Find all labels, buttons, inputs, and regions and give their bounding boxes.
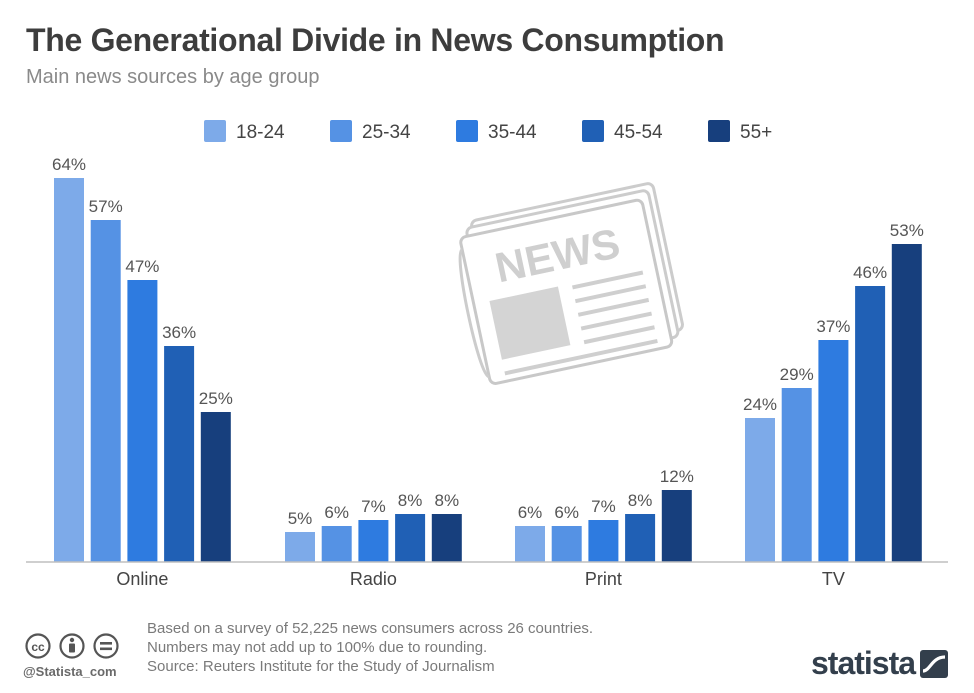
data-label-online-25-34: 57% [89,197,123,216]
data-label-print-55: 12% [660,467,694,486]
data-label-radio-25-34: 6% [324,503,349,522]
bar-online-35-44 [127,280,158,562]
bar-tv-45-54 [855,286,886,562]
data-label-radio-35-44: 7% [361,497,386,516]
bar-print-25-34 [551,526,582,562]
data-label-online-45-54: 36% [162,323,196,342]
data-label-print-25-34: 6% [554,503,579,522]
statista-logo-icon [920,649,949,678]
bar-tv-35-44 [818,340,849,562]
legend-label-55: 55+ [740,122,772,143]
source-note: Source: Reuters Institute for the Study … [147,658,495,675]
no-derivatives-icon [93,633,119,659]
data-label-print-45-54: 8% [628,491,653,510]
bar-radio-35-44 [358,520,389,562]
footer-notes: Based on a survey of 52,225 news consume… [147,619,593,676]
category-label-online: Online [116,569,168,589]
legend-label-18-24: 18-24 [236,122,285,143]
rounding-note: Numbers may not add up to 100% due to ro… [147,639,488,656]
legend-item-55: 55+ [708,120,772,143]
data-label-tv-35-44: 37% [816,317,850,336]
svg-text:cc: cc [31,640,45,654]
bar-radio-55 [431,514,462,562]
data-label-radio-18-24: 5% [288,509,313,528]
data-label-online-55: 25% [199,389,233,408]
attribution-icon [59,633,85,659]
data-label-radio-45-54: 8% [398,491,423,510]
bar-tv-55 [891,244,922,562]
category-label-tv: TV [822,569,845,589]
bar-print-18-24 [515,526,545,562]
bar-tv-25-34 [781,388,812,562]
data-label-tv-55: 53% [890,221,924,240]
bar-radio-18-24 [285,532,315,562]
bar-online-18-24 [54,178,84,562]
legend-swatch-18-24 [204,120,226,142]
bar-print-55 [661,490,692,562]
data-label-tv-25-34: 29% [780,365,814,384]
legend-swatch-25-34 [330,120,352,142]
data-label-tv-45-54: 46% [853,263,887,282]
legend-label-25-34: 25-34 [362,122,411,143]
chart-title: The Generational Divide in News Consumpt… [26,22,725,58]
bar-print-35-44 [588,520,619,562]
newspaper-icon: NEWS [458,182,684,385]
cc-icon: cc [25,633,51,659]
brand-name: statista [811,645,916,681]
bar-radio-45-54 [395,514,426,562]
bar-print-45-54 [625,514,656,562]
category-labels: Online Radio Print TV [116,569,845,589]
social-handle: @Statista_com [23,664,117,679]
bar-online-25-34 [90,220,121,562]
legend-item-35-44: 35-44 [456,120,537,143]
legend-swatch-35-44 [456,120,478,142]
bar-chart: 18-24 25-34 35-44 45-54 55+ NEWS 64% 57% 47% 36… [26,120,948,589]
bar-online-45-54 [164,346,195,562]
legend-label-45-54: 45-54 [614,122,663,143]
category-label-print: Print [585,569,622,589]
legend-label-35-44: 35-44 [488,122,537,143]
statista-logo: statista [811,645,949,682]
category-label-radio: Radio [350,569,397,589]
data-label-print-18-24: 6% [518,503,543,522]
legend-item-18-24: 18-24 [204,120,285,143]
data-label-print-35-44: 7% [591,497,616,516]
bar-online-55 [200,412,231,562]
legend-item-45-54: 45-54 [582,120,663,143]
chart-subtitle: Main news sources by age group [26,66,320,88]
license-icons: cc [25,633,119,659]
legend-swatch-55 [708,120,730,142]
legend: 18-24 25-34 35-44 45-54 55+ [204,120,772,143]
survey-note: Based on a survey of 52,225 news consume… [147,620,594,637]
data-label-online-18-24: 64% [52,155,86,174]
data-label-tv-18-24: 24% [743,395,777,414]
legend-swatch-45-54 [582,120,604,142]
bar-tv-18-24 [745,418,775,562]
legend-item-25-34: 25-34 [330,120,411,143]
data-label-radio-55: 8% [435,491,460,510]
bars: 64% 57% 47% 36% 25% 5% 6% 7% 8% 8% 6% 6% 7% 8% 12% 24%2… [52,155,924,562]
data-label-online-35-44: 47% [125,257,159,276]
bar-radio-25-34 [321,526,352,562]
